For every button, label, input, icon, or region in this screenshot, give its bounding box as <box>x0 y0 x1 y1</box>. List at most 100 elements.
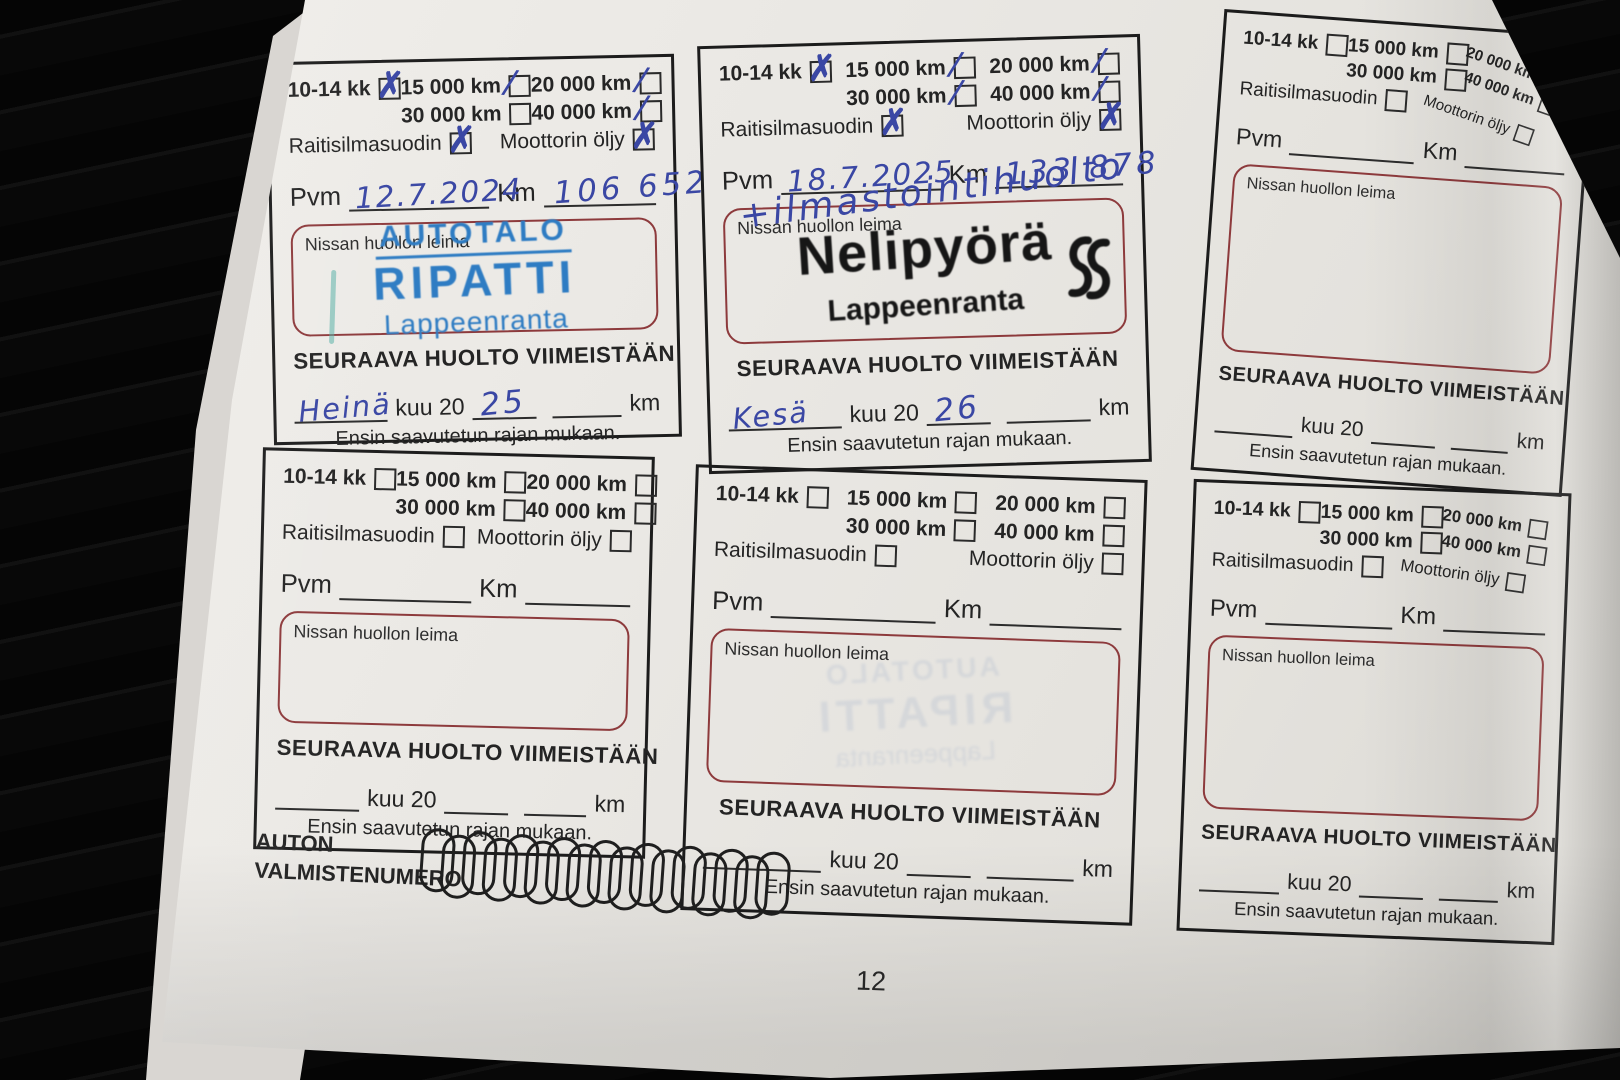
km40000-checkbox <box>1526 544 1549 566</box>
interval-checkbox <box>1298 500 1322 524</box>
date-label: Pvm <box>711 586 764 617</box>
km-write-line <box>1443 597 1547 636</box>
date-write-line <box>1264 590 1394 630</box>
engine-oil-label: Moottorin öljy <box>1399 555 1501 589</box>
km20000-checkbox: ∕ <box>637 61 662 102</box>
engine-oil-checkbox <box>1101 552 1125 576</box>
service-checklist: 10-14 kk 15 000 km 20 000 km 10-14 kk 30… <box>713 482 1127 580</box>
fresh-air-filter-checkbox <box>874 544 898 568</box>
stamp-area: +ilmastointihuolto Nissan huollon leima … <box>722 145 1128 345</box>
km30000-label: 30 000 km <box>400 102 502 128</box>
next-service-row: kuu 20 km <box>275 776 626 819</box>
service-checklist: 10-14 kk✗ 15 000 km∕ 20 000 km∕ 10-14 kk… <box>719 41 1125 145</box>
km15000-label: 15 000 km <box>400 74 502 100</box>
next-service-heading: SEURAAVA HUOLTO VIIMEISTÄÄN <box>293 340 676 374</box>
km-write-line <box>1464 134 1567 175</box>
month-write-line <box>275 776 360 813</box>
km30000-label: 30 000 km <box>1345 60 1438 89</box>
km-label: Km <box>943 594 983 624</box>
checklist-row: 10-14 kk ✗ 15 000 km ∕ 20 000 km ∕ <box>287 61 662 108</box>
date-write-line <box>339 563 472 604</box>
engine-oil-field: Moottorin öljy ✗ <box>966 96 1125 139</box>
month-suffix-label: kuu 20 <box>395 393 465 421</box>
date-and-km-row: Pvm Km <box>711 579 1123 631</box>
pen-check-mark: ∕ <box>636 60 646 103</box>
km15000-field: 15 000 km <box>1320 500 1445 529</box>
date-and-km-row: Pvm Km <box>280 562 632 608</box>
km30000-checkbox <box>503 499 527 522</box>
km40000-field: 40 000 km ∕ <box>990 69 1121 110</box>
dealer-stamp <box>1223 165 1562 373</box>
stamp-area: Nissan huollon leima <box>277 610 630 732</box>
km15000-checkbox: ∕ <box>951 45 977 87</box>
km-limit-write-line <box>524 782 588 818</box>
handwritten-year: 26 <box>933 388 983 429</box>
service-checklist: 10-14 kk 15 000 km 20 000 km 10-14 kk 30… <box>1211 497 1550 594</box>
service-entry-box: 10-14 kk✗ 15 000 km∕ 20 000 km∕ 10-14 kk… <box>266 53 710 450</box>
km15000-label: 15 000 km <box>1347 35 1440 63</box>
interval-field: 10-14 kk <box>1213 497 1322 524</box>
km30000-label: 30 000 km <box>845 514 947 541</box>
year-write-line <box>444 780 509 816</box>
km40000-field: 40 000 km ∕ <box>531 88 663 130</box>
handwritten-km: 106 652 <box>552 163 710 211</box>
month-suffix-label: kuu 20 <box>829 846 900 875</box>
km30000-checkbox: ∕ <box>952 73 977 114</box>
vin-slot <box>522 839 561 906</box>
km20000-checkbox <box>1103 496 1127 520</box>
km40000-checkbox <box>1102 524 1126 548</box>
interval-checkbox <box>373 468 397 491</box>
fresh-air-filter-field: Raitisilmasuodin ✗ <box>720 102 907 145</box>
km40000-checkbox: ∕ <box>637 88 663 130</box>
pen-check-mark: ∕ <box>506 63 515 105</box>
km15000-field: 15 000 km ∕ <box>400 63 532 105</box>
km20000-checkbox <box>634 474 658 498</box>
next-service-heading: SEURAAVA HUOLTO VIIMEISTÄÄN <box>1200 820 1557 857</box>
stamp-area: Nissan huollon leima AUTOTALO RIPATTI La… <box>290 211 659 344</box>
service-checklist: 10-14 kk 15 000 km 20 000 km 10-14 kk 30… <box>1239 27 1574 147</box>
interval-checkbox <box>806 486 830 510</box>
fresh-air-filter-label: Raitisilmasuodin <box>1211 548 1355 577</box>
km15000-label: 15 000 km <box>1320 500 1415 527</box>
month-write-line <box>1214 401 1295 438</box>
km30000-checkbox <box>953 519 977 543</box>
date-and-km-row: Pvm Km <box>1209 589 1547 636</box>
date-write-line: 12.7.2024 <box>348 171 524 215</box>
km20000-label: 20 000 km <box>994 491 1097 519</box>
fresh-air-filter-field: Raitisilmasuodin <box>282 520 466 549</box>
km15000-label: 15 000 km <box>395 467 497 493</box>
interval-field: 10-14 kk ✗ <box>287 65 405 108</box>
km30000-field: 30 000 km <box>401 102 532 129</box>
km30000-label: 30 000 km <box>845 84 947 110</box>
km30000-field: 30 000 km <box>845 514 977 543</box>
month-write-line <box>1198 860 1280 895</box>
fresh-air-filter-checkbox <box>1361 554 1384 578</box>
km-label: Km <box>1399 601 1437 631</box>
month-suffix-label: kuu 20 <box>1286 869 1353 897</box>
km20000-field: 20 000 km <box>994 491 1127 521</box>
service-checklist: 10-14 kk 15 000 km 20 000 km 10-14 kk 30… <box>282 465 658 557</box>
km-write-line <box>989 588 1123 631</box>
km-unit-label: km <box>1081 855 1114 883</box>
next-service-heading: SEURAAVA HUOLTO VIIMEISTÄÄN <box>276 734 659 769</box>
engine-oil-label: Moottorin öljy <box>966 107 1092 135</box>
engine-oil-checkbox: ✗ <box>1097 96 1125 139</box>
fresh-air-filter-checkbox: ✗ <box>879 102 907 145</box>
fresh-air-filter-checkbox <box>1384 89 1409 113</box>
fresh-air-filter-label: Raitisilmasuodin <box>713 537 868 566</box>
km30000-field: 30 000 km ∕ <box>845 73 977 114</box>
dealer-stamp-line: Lappeenranta <box>383 302 570 341</box>
engine-oil-field: Moottorin öljy <box>477 525 633 554</box>
next-service-heading: SEURAAVA HUOLTO VIIMEISTÄÄN <box>718 794 1102 833</box>
next-service-row: Heinä kuu 20 25 km <box>293 383 661 429</box>
pen-check-mark: ∕ <box>951 45 960 87</box>
km30000-checkbox <box>509 102 532 126</box>
km40000-label: 40 000 km <box>531 99 633 125</box>
date-write-line <box>1289 121 1417 164</box>
fresh-air-filter-checkbox <box>442 525 466 549</box>
km-limit-write-line <box>552 384 622 419</box>
interval-checkbox: ✗ <box>376 65 405 108</box>
pen-check-mark: ✗ <box>807 48 836 92</box>
